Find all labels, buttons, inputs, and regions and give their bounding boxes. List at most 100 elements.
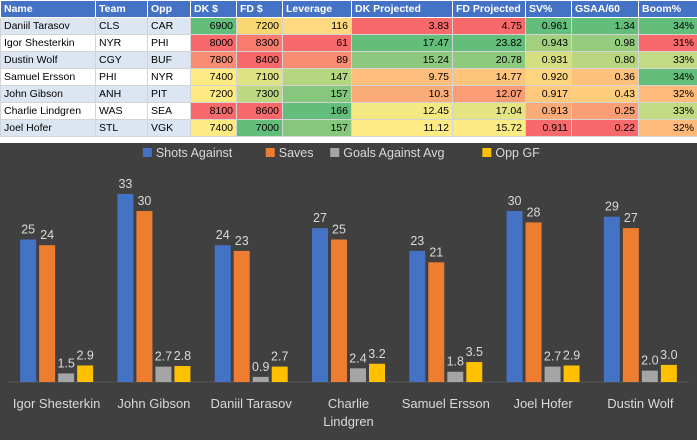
cell[interactable]: 147 bbox=[282, 68, 352, 86]
col-header[interactable]: FD Projected bbox=[452, 0, 526, 18]
cell[interactable]: 0.911 bbox=[525, 119, 572, 137]
cell[interactable]: PHI bbox=[95, 68, 148, 86]
cell[interactable]: 8100 bbox=[190, 102, 237, 120]
bar bbox=[214, 245, 231, 382]
cell[interactable]: WAS bbox=[95, 102, 148, 120]
cell[interactable]: 32% bbox=[638, 85, 697, 103]
cell[interactable]: 7200 bbox=[190, 85, 237, 103]
cell[interactable]: Dustin Wolf bbox=[0, 51, 96, 69]
cell[interactable]: 0.917 bbox=[525, 85, 572, 103]
cell[interactable]: 0.25 bbox=[571, 102, 639, 120]
cell[interactable]: CLS bbox=[95, 17, 148, 35]
cell[interactable]: STL bbox=[95, 119, 148, 137]
cell[interactable]: 8300 bbox=[236, 34, 283, 52]
cell[interactable]: PHI bbox=[147, 34, 191, 52]
cell[interactable]: 116 bbox=[282, 17, 352, 35]
cell[interactable]: Igor Shesterkin bbox=[0, 34, 96, 52]
cell[interactable]: Samuel Ersson bbox=[0, 68, 96, 86]
col-header[interactable]: Leverage bbox=[282, 0, 352, 18]
cell[interactable]: 0.913 bbox=[525, 102, 572, 120]
cell[interactable]: CGY bbox=[95, 51, 148, 69]
cell[interactable]: 8600 bbox=[236, 102, 283, 120]
cell[interactable]: 7400 bbox=[190, 119, 237, 137]
cell[interactable]: 0.98 bbox=[571, 34, 639, 52]
cell[interactable]: 7200 bbox=[236, 17, 283, 35]
cell[interactable]: 14.77 bbox=[452, 68, 526, 86]
cell[interactable]: 32% bbox=[638, 119, 697, 137]
cell[interactable]: 0.931 bbox=[525, 51, 572, 69]
data-label: 25 bbox=[332, 223, 346, 237]
cell[interactable]: 4.75 bbox=[452, 17, 526, 35]
cell[interactable]: 166 bbox=[282, 102, 352, 120]
cell[interactable]: 31% bbox=[638, 34, 697, 52]
table-row: Dustin Wolf CGY BUF 7800 8400 89 15.24 2… bbox=[0, 51, 697, 69]
cell[interactable]: BUF bbox=[147, 51, 191, 69]
cell[interactable]: 0.80 bbox=[571, 51, 639, 69]
cell[interactable]: 7800 bbox=[190, 51, 237, 69]
goalie-bar-chart: Shots Against Saves Goals Against Avg Opp G… bbox=[0, 143, 697, 440]
cell[interactable]: 12.45 bbox=[351, 102, 453, 120]
cell[interactable]: 7100 bbox=[236, 68, 283, 86]
cell[interactable]: 3.83 bbox=[351, 17, 453, 35]
data-label: 25 bbox=[21, 223, 35, 237]
cell[interactable]: PIT bbox=[147, 85, 191, 103]
cell[interactable]: 157 bbox=[282, 85, 352, 103]
data-label: 23 bbox=[410, 234, 424, 248]
cell[interactable]: 0.22 bbox=[571, 119, 639, 137]
cell[interactable]: NYR bbox=[147, 68, 191, 86]
cell[interactable]: 0.43 bbox=[571, 85, 639, 103]
cell[interactable]: 6900 bbox=[190, 17, 237, 35]
cell[interactable]: SEA bbox=[147, 102, 191, 120]
cell[interactable]: Daniil Tarasov bbox=[0, 17, 96, 35]
col-header[interactable]: GSAA/60 bbox=[571, 0, 639, 18]
col-header[interactable]: Team bbox=[95, 0, 148, 18]
cell[interactable]: 12.07 bbox=[452, 85, 526, 103]
bar bbox=[428, 262, 445, 382]
cell[interactable]: 34% bbox=[638, 17, 697, 35]
data-label: 3.0 bbox=[660, 348, 677, 362]
cell[interactable]: 9.75 bbox=[351, 68, 453, 86]
cell[interactable]: 0.920 bbox=[525, 68, 572, 86]
cell[interactable]: 0.36 bbox=[571, 68, 639, 86]
cell[interactable]: CAR bbox=[147, 17, 191, 35]
cell[interactable]: 1.34 bbox=[571, 17, 639, 35]
col-header[interactable]: DK $ bbox=[190, 0, 237, 18]
cell[interactable]: John Gibson bbox=[0, 85, 96, 103]
col-header[interactable]: DK Projected bbox=[351, 0, 453, 18]
cell[interactable]: 8400 bbox=[236, 51, 283, 69]
cell[interactable]: 0.943 bbox=[525, 34, 572, 52]
cell[interactable]: 23.82 bbox=[452, 34, 526, 52]
data-label: 3.5 bbox=[466, 345, 483, 359]
cell[interactable]: 15.72 bbox=[452, 119, 526, 137]
cell[interactable]: 89 bbox=[282, 51, 352, 69]
cell[interactable]: ANH bbox=[95, 85, 148, 103]
cell[interactable]: Charlie Lindgren bbox=[0, 102, 96, 120]
bar bbox=[155, 366, 172, 382]
col-header[interactable]: Name bbox=[0, 0, 96, 18]
cell[interactable]: 17.47 bbox=[351, 34, 453, 52]
col-header[interactable]: Opp bbox=[147, 0, 191, 18]
cell[interactable]: 15.24 bbox=[351, 51, 453, 69]
cell[interactable]: 33% bbox=[638, 51, 697, 69]
cell[interactable]: NYR bbox=[95, 34, 148, 52]
col-header[interactable]: Boom% bbox=[638, 0, 697, 18]
cell[interactable]: 61 bbox=[282, 34, 352, 52]
cell[interactable]: 34% bbox=[638, 68, 697, 86]
col-header[interactable]: SV% bbox=[525, 0, 572, 18]
cell[interactable]: 7300 bbox=[236, 85, 283, 103]
cell[interactable]: 10.3 bbox=[351, 85, 453, 103]
bar bbox=[20, 239, 37, 382]
cell[interactable]: 11.12 bbox=[351, 119, 453, 137]
cell[interactable]: 0.961 bbox=[525, 17, 572, 35]
cell[interactable]: 20.78 bbox=[452, 51, 526, 69]
cell[interactable]: 157 bbox=[282, 119, 352, 137]
col-header[interactable]: FD $ bbox=[236, 0, 283, 18]
cell[interactable]: 8000 bbox=[190, 34, 237, 52]
cell[interactable]: Joel Hofer bbox=[0, 119, 96, 137]
cell[interactable]: 17.04 bbox=[452, 102, 526, 120]
bar bbox=[544, 366, 561, 382]
cell[interactable]: 7000 bbox=[236, 119, 283, 137]
cell[interactable]: 33% bbox=[638, 102, 697, 120]
cell[interactable]: 7400 bbox=[190, 68, 237, 86]
cell[interactable]: VGK bbox=[147, 119, 191, 137]
